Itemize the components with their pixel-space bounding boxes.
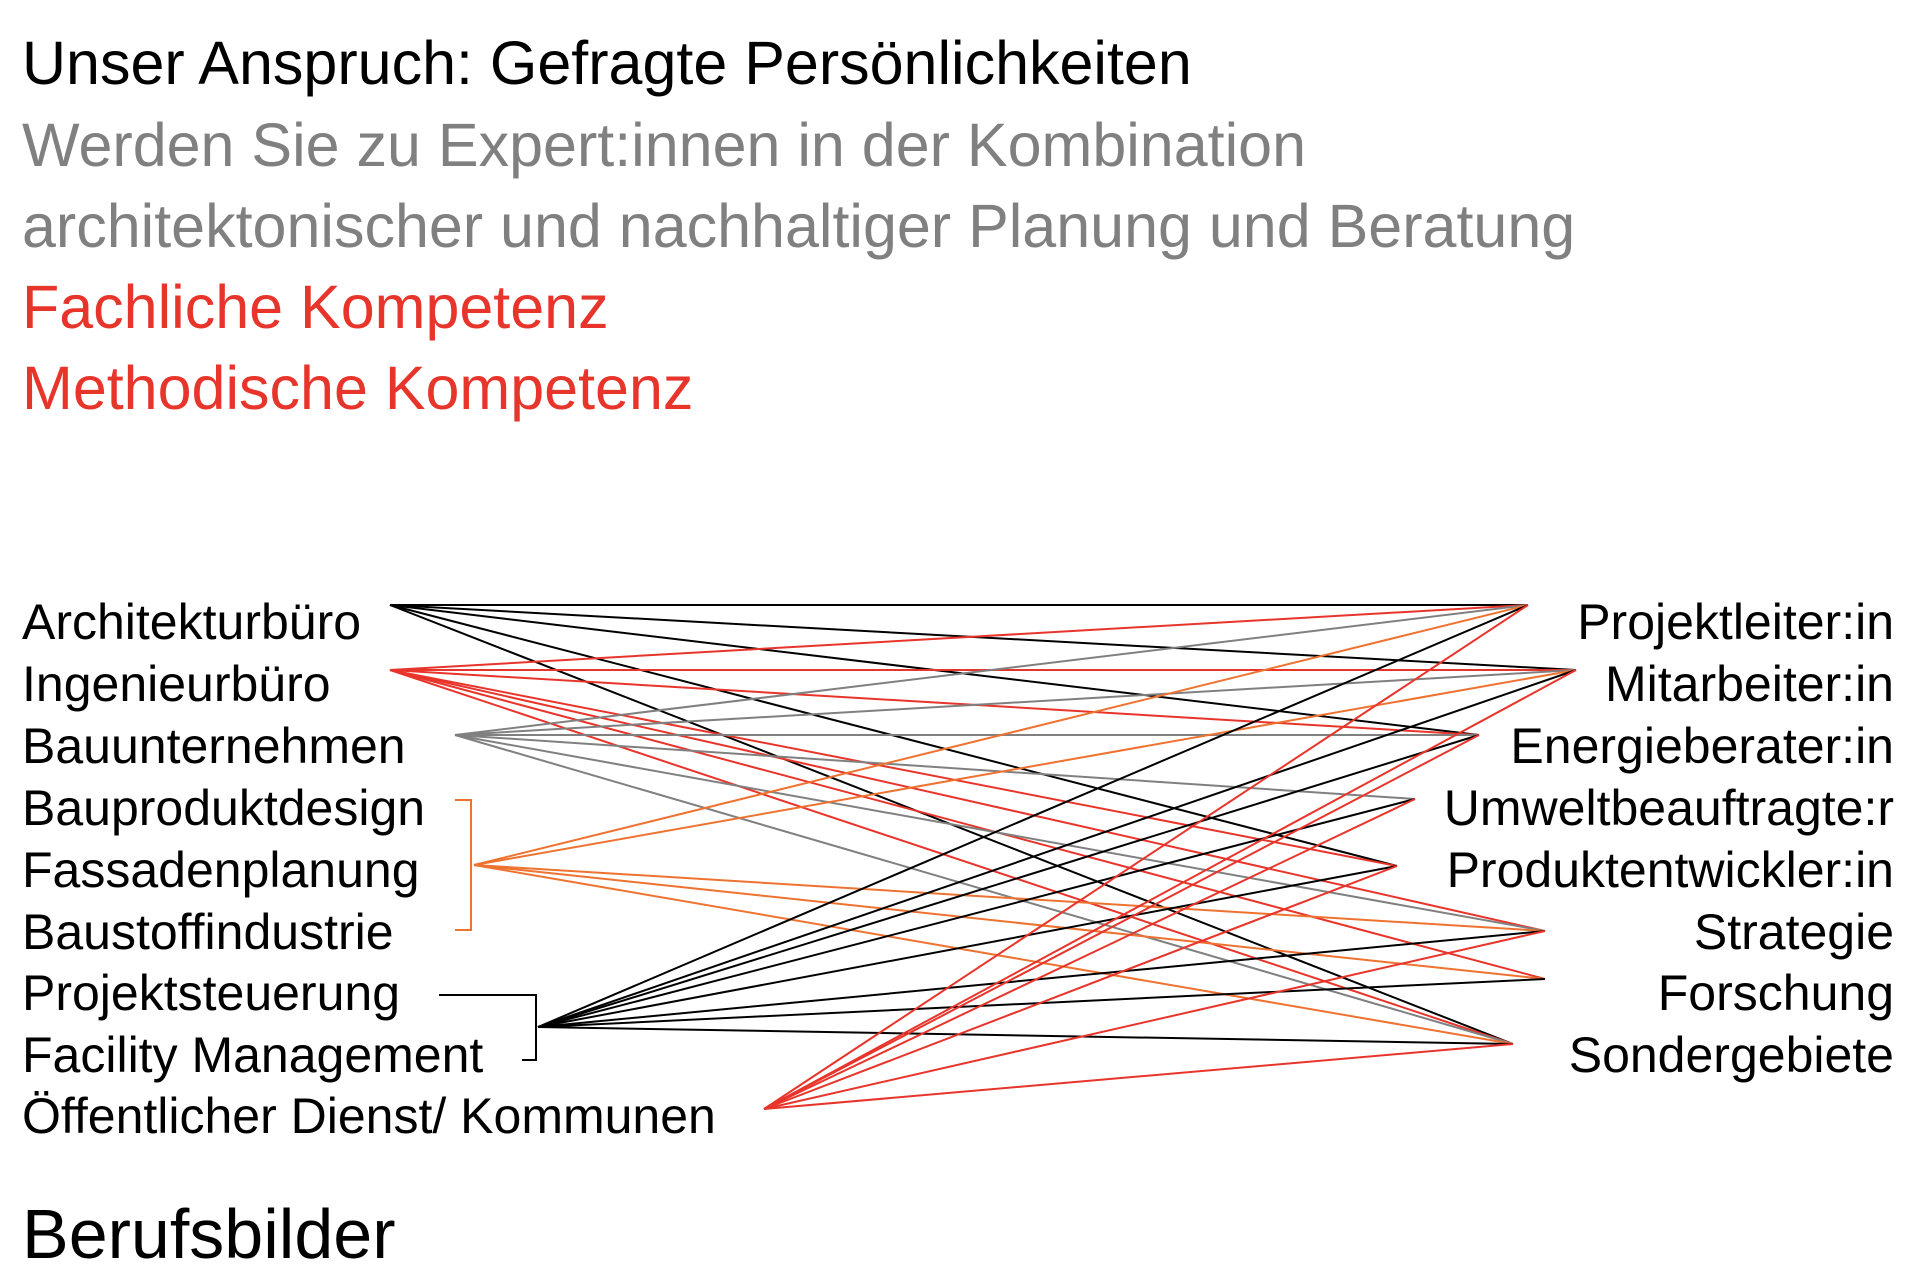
page-title: Unser Anspruch: Gefragte Persönlichkeite… [22, 29, 1192, 97]
connection-line [537, 930, 1546, 1028]
connection-line [537, 604, 1529, 1028]
connection-line [389, 669, 1398, 867]
connection-line [389, 669, 1546, 932]
connection-line [763, 798, 1416, 1110]
connection-line [473, 864, 1546, 980]
competence-fachlich: Fachliche Kompetenz [22, 273, 609, 341]
role-sondergebiete: Sondergebiete [1568, 1027, 1894, 1083]
connection-line [389, 604, 1529, 671]
connection-line [473, 669, 1577, 866]
connection-line [763, 734, 1480, 1110]
connection-line [537, 865, 1398, 1028]
connection-line [537, 669, 1577, 1028]
sector-oeffentlicher-dienst: Öffentlicher Dienst/ Kommunen [22, 1088, 716, 1144]
connection-line [763, 669, 1577, 1110]
sector-projektsteuerung: Projektsteuerung [22, 965, 401, 1021]
connection-line [763, 930, 1546, 1110]
sector-baustoffindustrie: Baustoffindustrie [22, 904, 394, 960]
sector-architekturbuero: Architekturbüro [22, 594, 362, 650]
diagram-caption: Berufsbilder [22, 1195, 396, 1273]
sector-ingenieurbuero: Ingenieurbüro [22, 656, 331, 712]
connection-line [454, 604, 1529, 736]
group-bracket [439, 994, 537, 1061]
connection-line [389, 669, 1546, 980]
connection-line [537, 734, 1480, 1028]
subtitle-line-1: Werden Sie zu Expert:innen in der Kombin… [22, 111, 1307, 179]
role-energieberater: Energieberater:in [1510, 718, 1894, 774]
connection-line [473, 604, 1529, 866]
connection-line [473, 864, 1514, 1045]
connection-line [537, 1026, 1514, 1045]
sector-bauproduktdesign: Bauproduktdesign [22, 780, 426, 836]
role-umweltbeauftragte: Umweltbeauftragte:r [1443, 780, 1894, 836]
sector-fassadenplanung: Fassadenplanung [22, 842, 420, 898]
sector-facility-management: Facility Management [22, 1027, 484, 1083]
connection-line [389, 669, 1480, 736]
group-bracket [455, 799, 472, 931]
subtitle-line-2: architektonischer und nachhaltiger Planu… [22, 192, 1576, 260]
connection-line [763, 865, 1398, 1110]
role-produktentwickler: Produktentwickler:in [1446, 842, 1894, 898]
role-projektleiter: Projektleiter:in [1577, 594, 1894, 650]
role-forschung: Forschung [1657, 965, 1894, 1021]
connection-lines [389, 604, 1577, 1110]
connection-line [454, 734, 1416, 800]
connection-line [389, 604, 1577, 671]
connection-line [473, 864, 1546, 932]
sector-bauunternehmen: Bauunternehmen [22, 718, 406, 774]
connection-line [763, 604, 1529, 1110]
role-strategie: Strategie [1693, 904, 1894, 960]
connection-line [454, 734, 1546, 932]
group-brackets [439, 799, 537, 1061]
connection-line [454, 669, 1577, 736]
role-mitarbeiter: Mitarbeiter:in [1605, 656, 1894, 712]
connection-line [763, 1043, 1514, 1110]
competence-methodisch: Methodische Kompetenz [22, 354, 694, 422]
